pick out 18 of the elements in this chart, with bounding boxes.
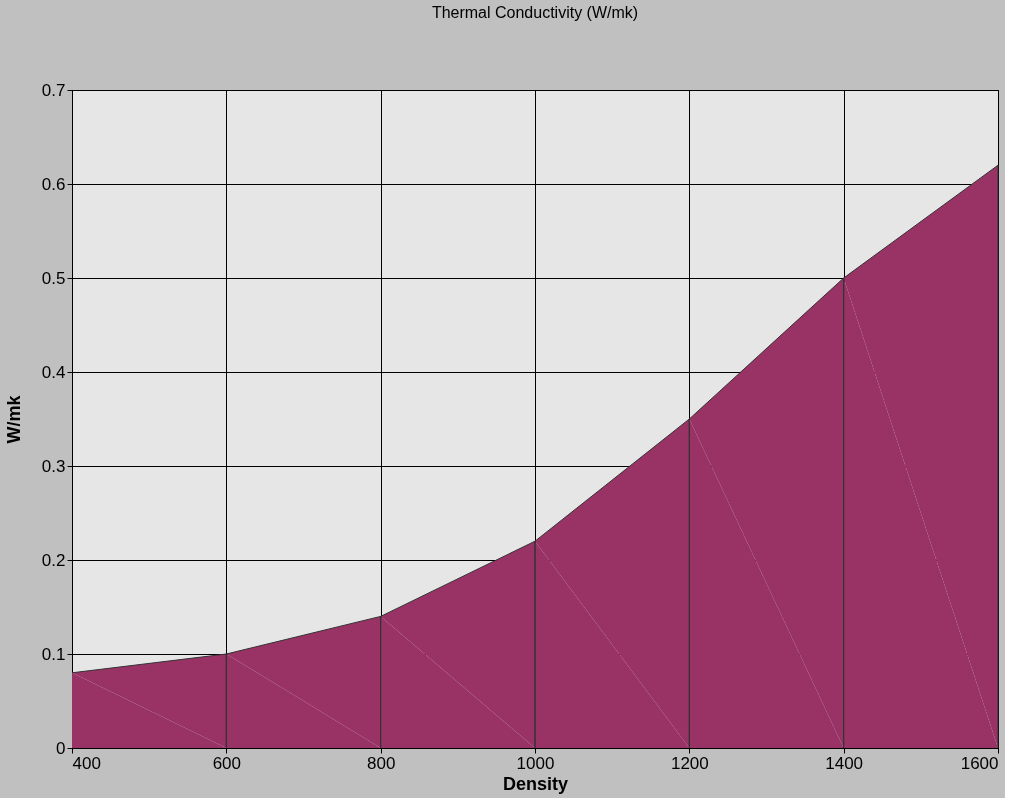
x-tick-label: 1600 bbox=[960, 753, 999, 773]
y-tick-label: 0.5 bbox=[41, 268, 66, 288]
x-axis-title: Density bbox=[502, 773, 569, 794]
x-tick-label: 1200 bbox=[670, 753, 709, 773]
y-tick-label: 0.2 bbox=[41, 550, 66, 570]
x-tick-label: 1400 bbox=[825, 753, 864, 773]
x-tick-label: 1000 bbox=[516, 753, 555, 773]
y-tick-label: 0.7 bbox=[41, 80, 66, 100]
x-tick-label: 600 bbox=[212, 753, 242, 773]
y-tick-label: 0.6 bbox=[41, 174, 66, 194]
y-tick-label: 0 bbox=[56, 738, 66, 758]
y-tick-label: 0.1 bbox=[41, 644, 66, 664]
y-axis-title: W/mk bbox=[3, 394, 24, 444]
y-tick-label: 0.4 bbox=[41, 362, 66, 382]
y-tick-label: 0.3 bbox=[41, 456, 66, 476]
x-tick-label: 800 bbox=[366, 753, 396, 773]
chart-title: Thermal Conductivity (W/mk) bbox=[431, 4, 639, 21]
x-tick-label: 400 bbox=[72, 753, 101, 773]
